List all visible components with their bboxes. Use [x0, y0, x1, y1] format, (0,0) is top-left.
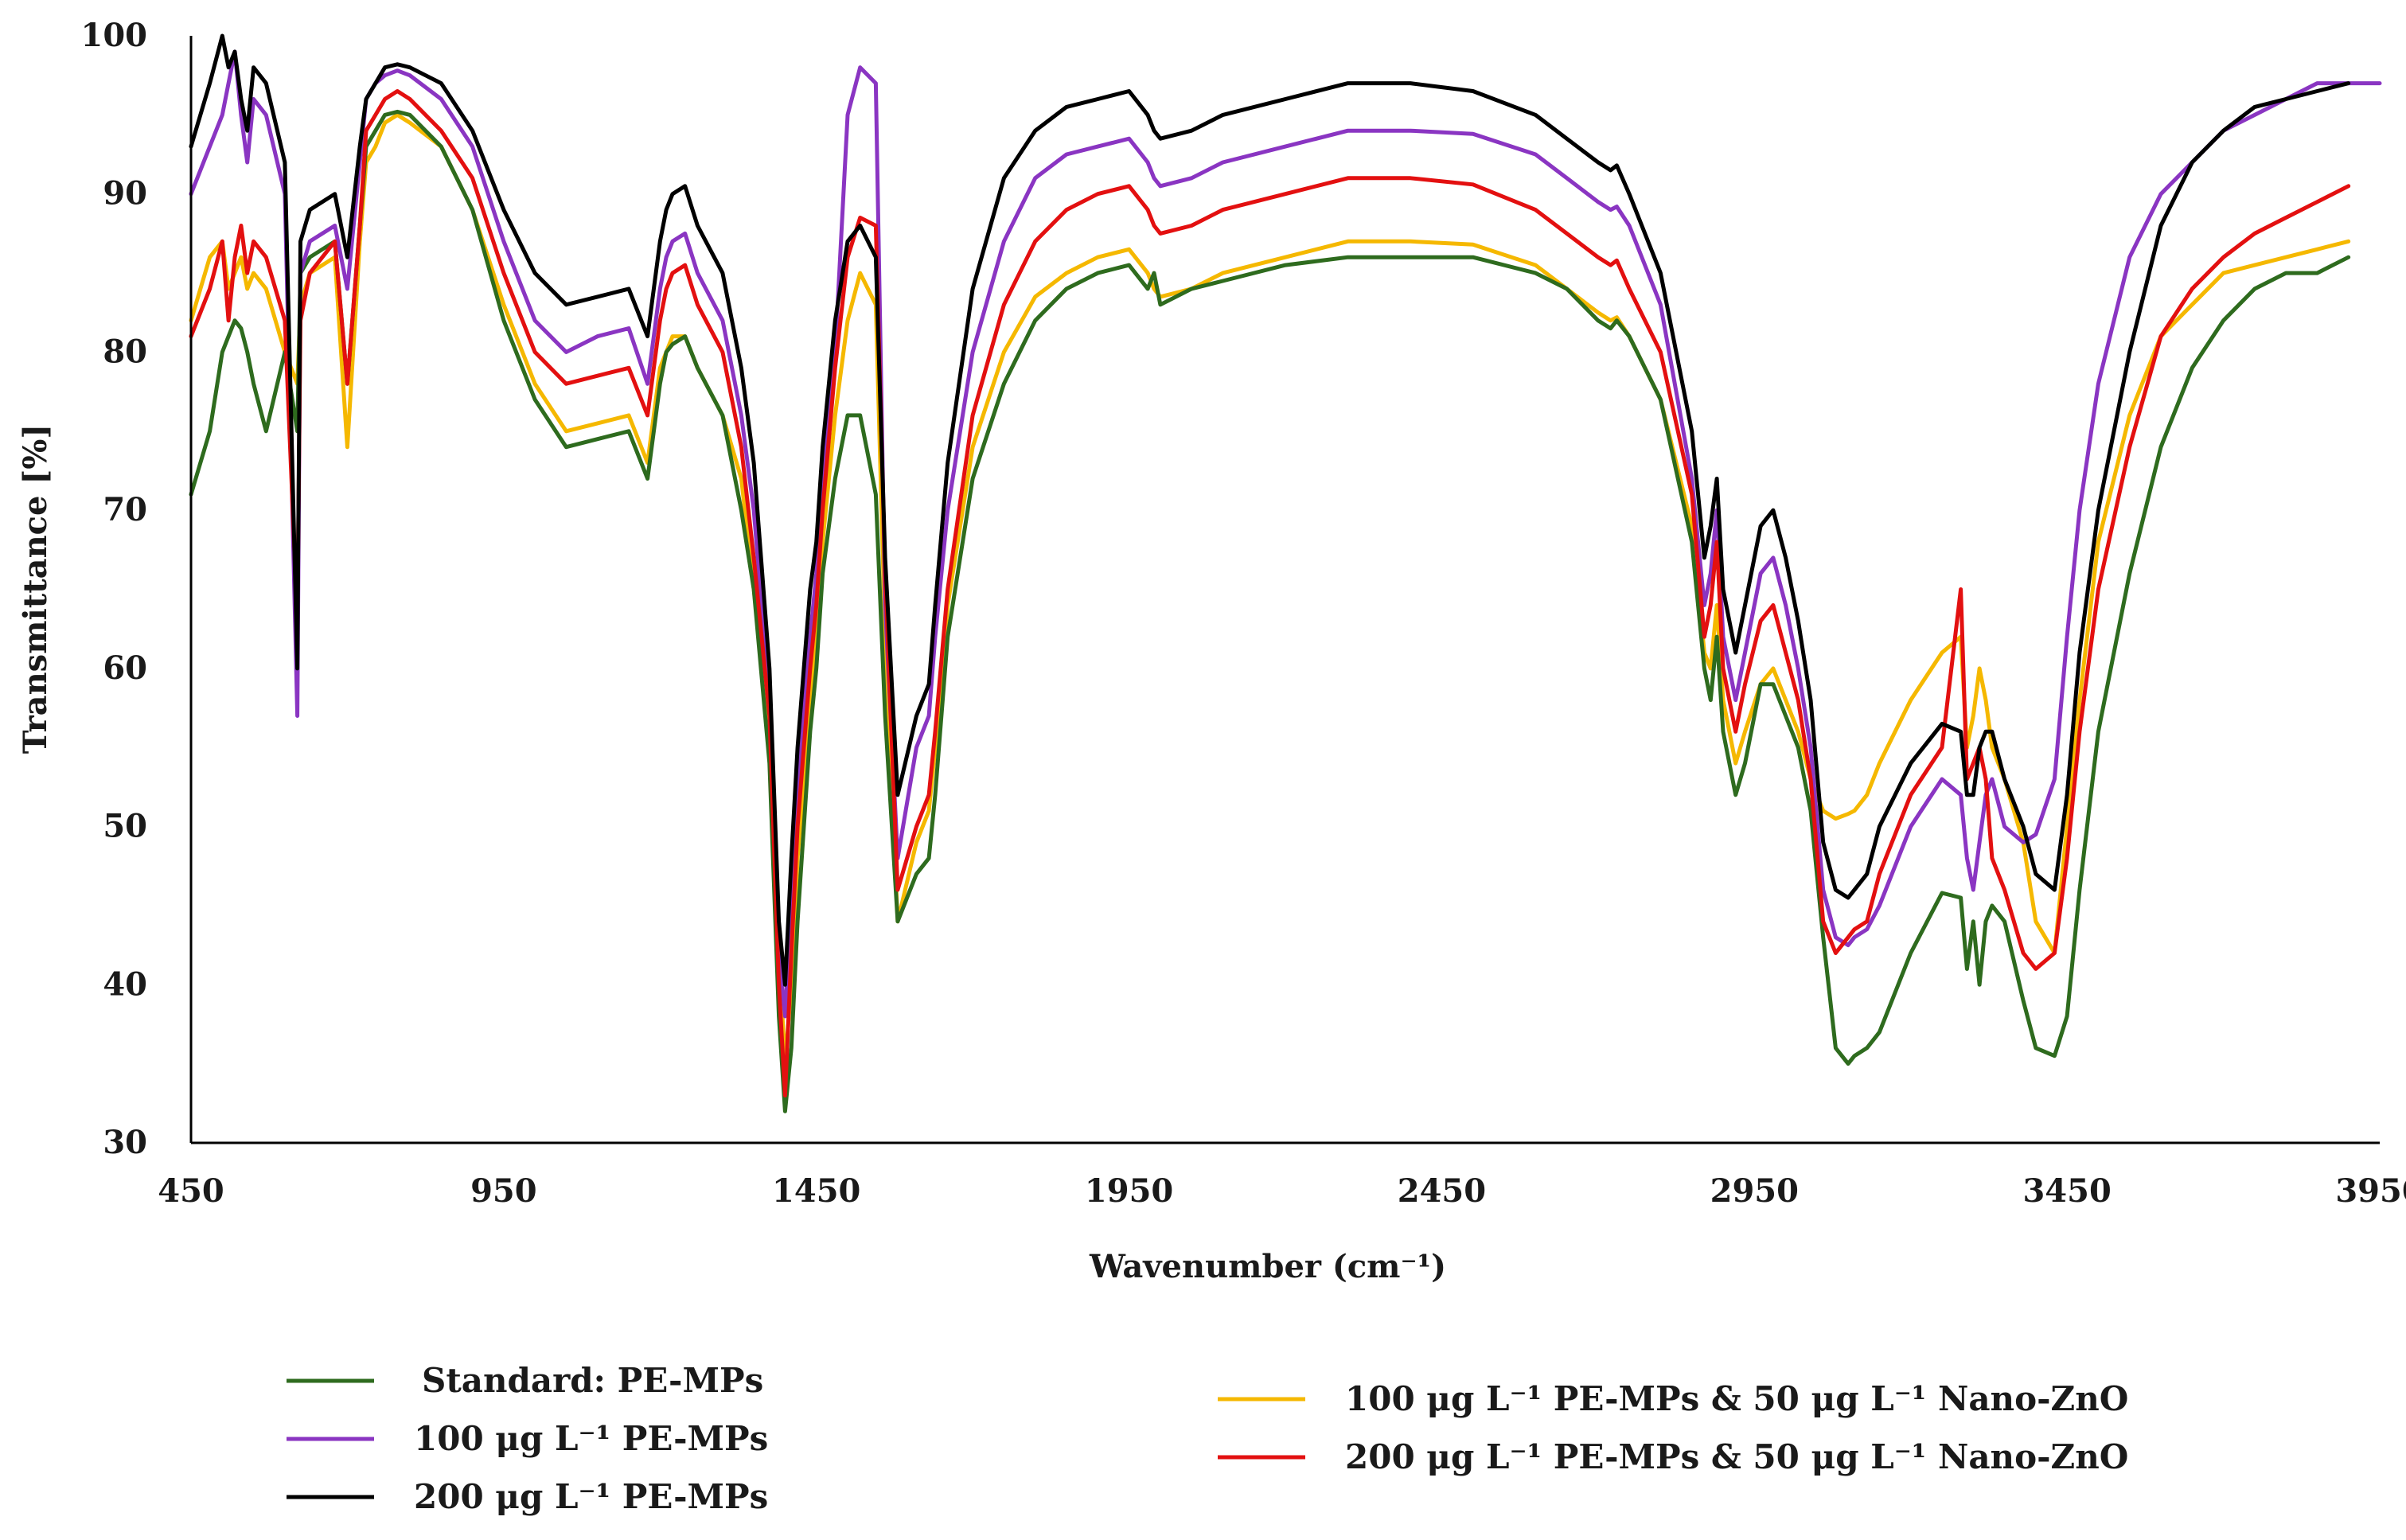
series-line-3 [189, 112, 2351, 1066]
legend-label: 200 μg L⁻¹ PE-MPs [414, 1477, 768, 1516]
y-tick-label: 60 [103, 649, 147, 687]
x-axis-title: Wavenumber (cm⁻¹) [1089, 1248, 1446, 1285]
legend-label: Standard: PE-MPs [422, 1361, 763, 1400]
y-tick-label: 30 [103, 1124, 147, 1161]
legend: Standard: PE-MPs 100 μg L⁻¹ PE-MPs 200 μg … [287, 1361, 2128, 1516]
x-tick-label: 1450 [772, 1172, 860, 1210]
series-line-4 [189, 89, 2351, 1097]
x-tick-label: 3950 [2335, 1172, 2406, 1210]
legend-label: 100 μg L⁻¹ PE-MPs & 50 μg L⁻¹ Nano-ZnO [1345, 1379, 2128, 1418]
series-line-2 [189, 33, 2351, 987]
y-tick-label: 70 [103, 491, 147, 528]
plot-lines [189, 33, 2382, 1113]
x-tick-label: 950 [470, 1172, 537, 1210]
y-tick-labels: 30 40 50 60 70 80 90 100 [81, 17, 148, 1161]
x-tick-label: 2950 [1710, 1172, 1799, 1210]
series-line-0 [189, 109, 2351, 1113]
y-tick-label: 40 [103, 965, 147, 1003]
y-tick-label: 80 [103, 333, 147, 370]
x-tick-label: 3450 [2022, 1172, 2111, 1210]
series-line-1 [189, 49, 2382, 1019]
y-tick-label: 90 [103, 175, 147, 212]
y-tick-label: 100 [81, 17, 148, 54]
x-tick-labels: 450 950 1450 1950 2450 2950 3450 3950 [158, 1172, 2406, 1210]
x-tick-label: 1950 [1085, 1172, 1173, 1210]
x-tick-label: 2450 [1398, 1172, 1486, 1210]
y-tick-label: 50 [103, 808, 147, 845]
x-tick-label: 450 [158, 1172, 224, 1210]
y-axis-title: Transmittance [%] [17, 424, 54, 754]
legend-label: 200 μg L⁻¹ PE-MPs & 50 μg L⁻¹ Nano-ZnO [1345, 1437, 2128, 1476]
legend-label: 100 μg L⁻¹ PE-MPs [414, 1419, 768, 1458]
